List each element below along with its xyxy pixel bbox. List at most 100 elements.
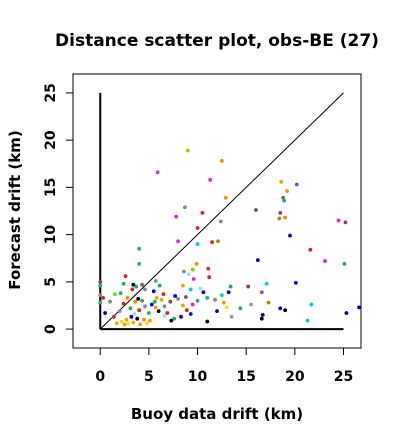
data-point <box>143 287 147 292</box>
data-point <box>135 316 140 321</box>
data-point <box>283 308 288 313</box>
data-point <box>155 170 160 175</box>
data-point <box>98 300 103 305</box>
data-point <box>305 318 310 323</box>
data-point <box>145 321 149 326</box>
data-point <box>154 296 159 300</box>
data-point <box>137 262 142 266</box>
data-point <box>254 208 258 212</box>
data-point <box>98 279 103 284</box>
data-point <box>259 290 264 295</box>
data-point <box>174 214 179 219</box>
data-point <box>210 240 215 245</box>
data-point <box>343 220 348 225</box>
data-point <box>152 299 157 304</box>
data-point <box>108 299 112 304</box>
data-point <box>168 299 173 304</box>
data-point <box>228 284 233 289</box>
data-point <box>98 293 103 297</box>
data-point <box>323 259 327 263</box>
data-point <box>194 262 199 266</box>
data-point <box>103 311 108 315</box>
x-tick-label: 25 <box>334 369 353 385</box>
data-point <box>137 308 142 313</box>
data-point <box>134 284 139 289</box>
data-point <box>133 299 138 304</box>
data-point <box>121 281 126 286</box>
data-point <box>278 306 283 311</box>
y-tick-label: 15 <box>43 178 59 197</box>
data-point <box>285 189 289 194</box>
data-point <box>207 275 212 280</box>
y-tick-label: 25 <box>43 83 59 102</box>
data-point <box>260 313 265 317</box>
data-point <box>277 216 282 221</box>
x-axis-ticks: 0 5 10 15 20 25 <box>95 348 353 385</box>
data-point <box>146 311 151 315</box>
data-point <box>138 322 143 327</box>
data-point <box>342 262 347 266</box>
plot-frame <box>72 73 362 349</box>
data-point <box>142 317 146 322</box>
data-point <box>259 316 264 321</box>
data-point <box>223 195 228 200</box>
data-point <box>136 296 141 301</box>
data-point <box>288 233 292 238</box>
data-point <box>159 297 164 302</box>
data-point <box>218 219 223 224</box>
x-tick-label: 0 <box>95 369 105 385</box>
data-point <box>149 302 154 307</box>
y-tick-label: 5 <box>43 277 59 287</box>
data-point <box>279 179 284 184</box>
data-point <box>182 269 186 274</box>
data-point <box>190 267 195 272</box>
data-point <box>112 292 117 297</box>
data-point <box>157 283 162 288</box>
data-point <box>131 320 136 325</box>
data-point <box>229 314 234 319</box>
data-point <box>191 277 196 281</box>
data-point <box>206 266 211 271</box>
y-axis-label: Forecast drift (km) <box>6 130 24 289</box>
data-point <box>188 312 193 316</box>
data-point <box>308 247 313 252</box>
data-point <box>111 314 116 319</box>
data-points <box>98 148 361 327</box>
data-point <box>190 302 195 307</box>
data-point <box>181 283 185 288</box>
data-point <box>98 283 103 288</box>
data-point <box>172 316 177 321</box>
data-point <box>205 296 210 300</box>
x-tick-label: 5 <box>144 369 154 385</box>
data-point <box>264 281 269 286</box>
data-point <box>117 309 122 314</box>
data-point <box>309 302 314 307</box>
data-point <box>169 318 174 323</box>
data-point <box>238 306 243 311</box>
data-point <box>151 289 156 294</box>
data-point <box>186 272 191 277</box>
data-point <box>357 305 361 310</box>
x-tick-label: 10 <box>188 369 208 385</box>
data-point <box>293 280 298 285</box>
data-point <box>101 296 106 300</box>
data-point <box>124 317 129 322</box>
data-point <box>195 298 200 303</box>
data-point <box>266 300 271 305</box>
data-point <box>119 319 124 324</box>
x-tick-label: 15 <box>236 369 255 385</box>
data-point <box>226 290 231 295</box>
data-point <box>201 290 206 295</box>
data-point <box>162 313 167 318</box>
data-point <box>165 311 170 315</box>
data-point <box>129 314 134 319</box>
data-point <box>283 215 288 220</box>
data-point <box>128 306 133 311</box>
x-axis-label: Buoy data drift (km) <box>131 405 303 423</box>
data-point <box>176 296 180 301</box>
data-point <box>114 321 119 326</box>
data-point <box>195 242 200 246</box>
data-point <box>122 322 127 327</box>
